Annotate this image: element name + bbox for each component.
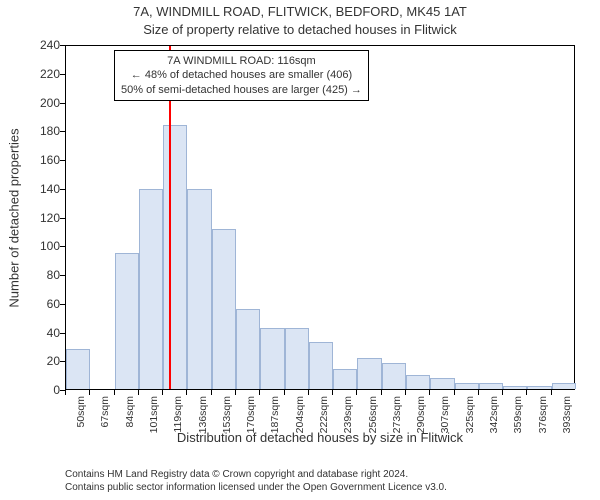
histogram-bar bbox=[479, 383, 503, 389]
histogram-bar bbox=[66, 349, 90, 389]
y-tick-label: 100 bbox=[20, 239, 60, 253]
x-tick-mark bbox=[551, 390, 552, 395]
histogram-bar bbox=[382, 363, 406, 389]
x-tick-label: 222sqm bbox=[318, 396, 330, 433]
x-tick-label: 342sqm bbox=[488, 396, 500, 433]
chart-title-sub: Size of property relative to detached ho… bbox=[0, 22, 600, 37]
x-tick-label: 136sqm bbox=[197, 396, 209, 433]
y-tick-mark bbox=[60, 304, 65, 305]
histogram-bar bbox=[430, 378, 454, 389]
x-tick-label: 393sqm bbox=[561, 396, 573, 433]
x-tick-mark bbox=[356, 390, 357, 395]
y-tick-mark bbox=[60, 361, 65, 362]
x-tick-mark bbox=[308, 390, 309, 395]
x-tick-label: 290sqm bbox=[415, 396, 427, 433]
histogram-bar bbox=[115, 253, 139, 389]
x-tick-label: 153sqm bbox=[221, 396, 233, 433]
y-tick-label: 160 bbox=[20, 153, 60, 167]
x-tick-mark bbox=[502, 390, 503, 395]
plot-area: 7A WINDMILL ROAD: 116sqm ← 48% of detach… bbox=[65, 45, 575, 390]
y-tick-label: 240 bbox=[20, 38, 60, 52]
histogram-bar bbox=[527, 386, 551, 389]
histogram-bar bbox=[139, 189, 163, 389]
y-tick-label: 40 bbox=[20, 326, 60, 340]
x-tick-mark bbox=[89, 390, 90, 395]
x-tick-mark bbox=[211, 390, 212, 395]
y-tick-mark bbox=[60, 189, 65, 190]
x-tick-label: 67sqm bbox=[99, 396, 111, 428]
x-tick-label: 170sqm bbox=[245, 396, 257, 433]
histogram-bar bbox=[187, 189, 211, 389]
x-tick-label: 359sqm bbox=[512, 396, 524, 433]
x-axis-label: Distribution of detached houses by size … bbox=[65, 430, 575, 445]
histogram-bar bbox=[406, 375, 430, 389]
y-tick-label: 60 bbox=[20, 297, 60, 311]
histogram-bar bbox=[309, 342, 333, 389]
annotation-box: 7A WINDMILL ROAD: 116sqm ← 48% of detach… bbox=[114, 50, 369, 101]
y-tick-mark bbox=[60, 103, 65, 104]
footer: Contains HM Land Registry data © Crown c… bbox=[65, 469, 588, 494]
x-tick-label: 256sqm bbox=[367, 396, 379, 433]
x-tick-mark bbox=[405, 390, 406, 395]
histogram-bar bbox=[552, 383, 576, 389]
y-tick-mark bbox=[60, 160, 65, 161]
x-tick-label: 273sqm bbox=[391, 396, 403, 433]
y-tick-label: 0 bbox=[20, 383, 60, 397]
x-tick-mark bbox=[332, 390, 333, 395]
y-tick-label: 200 bbox=[20, 96, 60, 110]
x-tick-label: 187sqm bbox=[269, 396, 281, 433]
x-tick-label: 204sqm bbox=[294, 396, 306, 433]
footer-line-2: Contains public sector information licen… bbox=[65, 482, 588, 495]
histogram-bar bbox=[212, 229, 236, 389]
y-tick-mark bbox=[60, 131, 65, 132]
chart-container: 7A, WINDMILL ROAD, FLITWICK, BEDFORD, MK… bbox=[0, 0, 600, 500]
annotation-line-2: ← 48% of detached houses are smaller (40… bbox=[121, 68, 362, 82]
x-tick-label: 307sqm bbox=[439, 396, 451, 433]
y-tick-label: 140 bbox=[20, 182, 60, 196]
x-tick-label: 376sqm bbox=[537, 396, 549, 433]
histogram-bar bbox=[260, 328, 284, 389]
y-tick-mark bbox=[60, 246, 65, 247]
histogram-bar bbox=[357, 358, 381, 389]
x-tick-mark bbox=[114, 390, 115, 395]
histogram-bar bbox=[455, 383, 479, 389]
y-tick-label: 80 bbox=[20, 268, 60, 282]
y-tick-label: 220 bbox=[20, 67, 60, 81]
x-tick-mark bbox=[162, 390, 163, 395]
y-tick-mark bbox=[60, 45, 65, 46]
annotation-line-3: 50% of semi-detached houses are larger (… bbox=[121, 83, 362, 97]
y-tick-mark bbox=[60, 333, 65, 334]
x-tick-mark bbox=[381, 390, 382, 395]
x-tick-mark bbox=[259, 390, 260, 395]
x-tick-mark bbox=[186, 390, 187, 395]
x-tick-label: 239sqm bbox=[342, 396, 354, 433]
x-tick-mark bbox=[454, 390, 455, 395]
histogram-bar bbox=[285, 328, 309, 389]
y-tick-mark bbox=[60, 218, 65, 219]
x-tick-mark bbox=[478, 390, 479, 395]
y-tick-label: 180 bbox=[20, 124, 60, 138]
y-tick-mark bbox=[60, 74, 65, 75]
chart-title-main: 7A, WINDMILL ROAD, FLITWICK, BEDFORD, MK… bbox=[0, 4, 600, 19]
x-tick-mark bbox=[429, 390, 430, 395]
y-tick-label: 120 bbox=[20, 211, 60, 225]
histogram-bar bbox=[163, 125, 187, 389]
histogram-bar bbox=[236, 309, 260, 389]
x-tick-mark bbox=[235, 390, 236, 395]
x-tick-label: 84sqm bbox=[124, 396, 136, 428]
x-tick-mark bbox=[65, 390, 66, 395]
x-tick-label: 325sqm bbox=[464, 396, 476, 433]
histogram-bar bbox=[503, 386, 527, 389]
x-tick-label: 50sqm bbox=[75, 396, 87, 428]
footer-line-1: Contains HM Land Registry data © Crown c… bbox=[65, 469, 588, 482]
histogram-bar bbox=[333, 369, 357, 389]
x-tick-mark bbox=[138, 390, 139, 395]
x-tick-label: 101sqm bbox=[148, 396, 160, 433]
x-tick-mark bbox=[284, 390, 285, 395]
y-tick-label: 20 bbox=[20, 354, 60, 368]
x-tick-label: 119sqm bbox=[172, 396, 184, 433]
x-tick-mark bbox=[526, 390, 527, 395]
annotation-line-1: 7A WINDMILL ROAD: 116sqm bbox=[121, 54, 362, 68]
y-tick-mark bbox=[60, 275, 65, 276]
